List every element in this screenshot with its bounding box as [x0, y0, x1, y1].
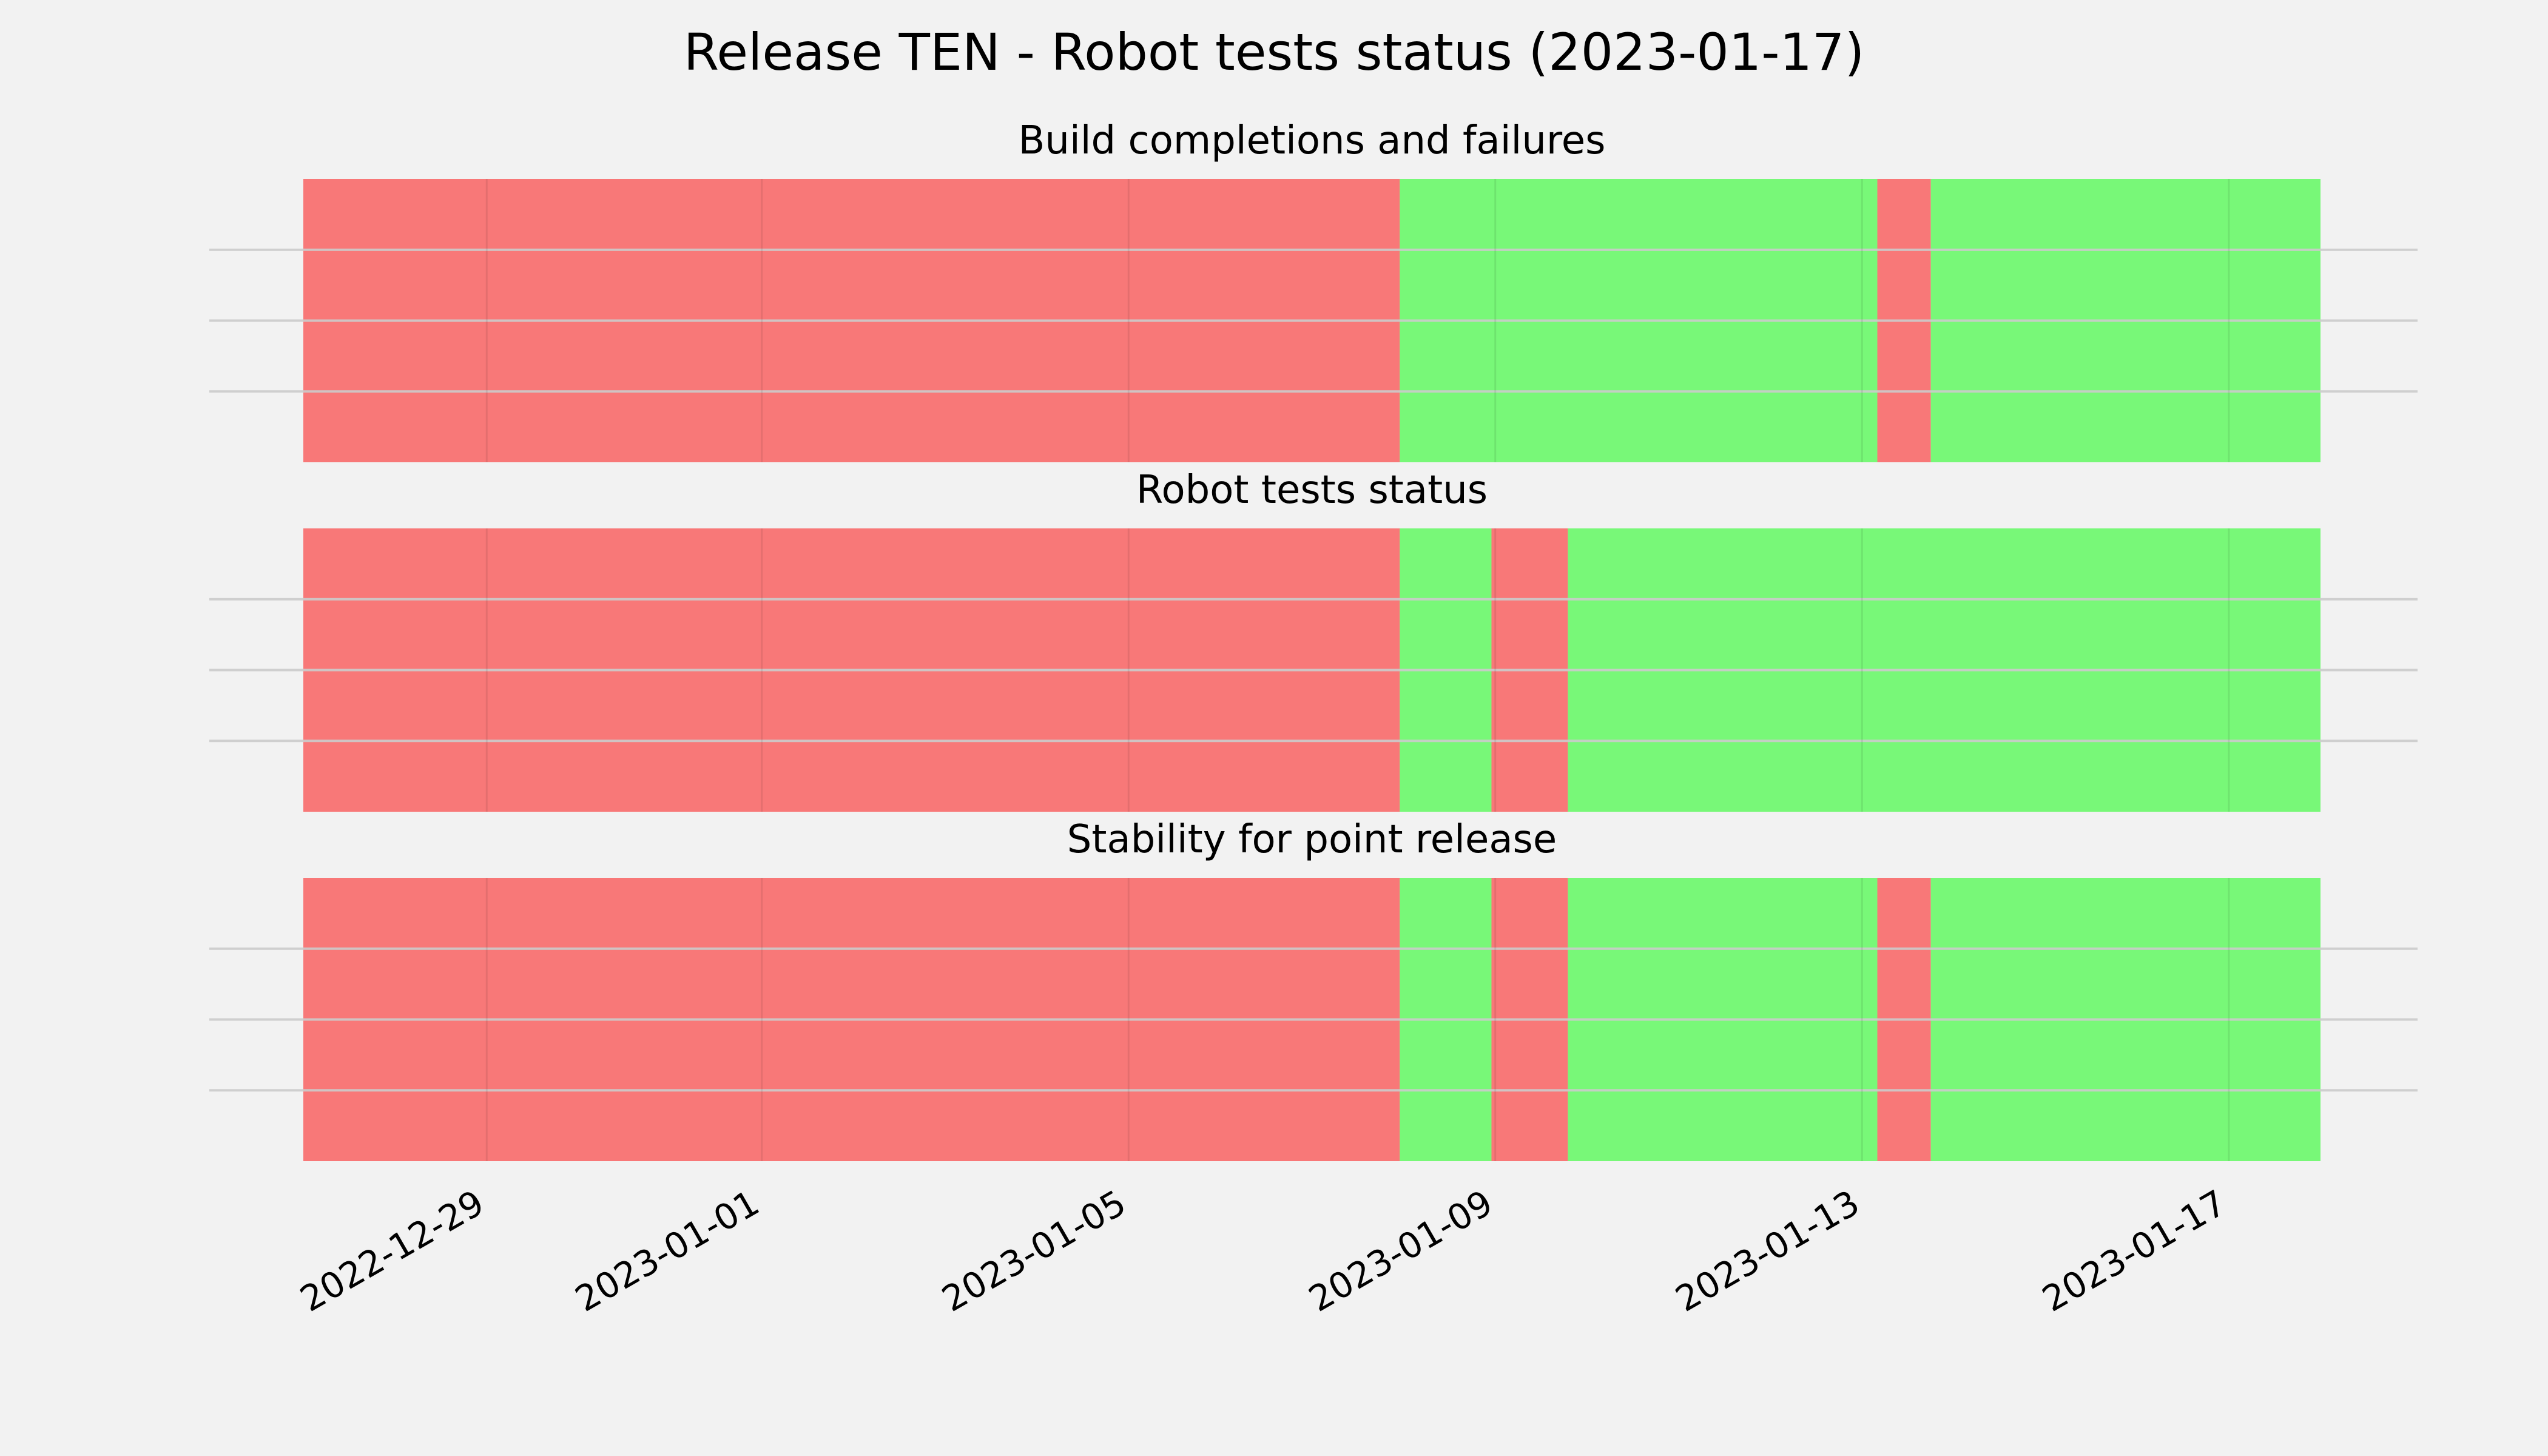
- panels: Build completions and failures Robot test…: [209, 118, 2418, 1161]
- chart-title: Release TEN - Robot tests status (2023-0…: [684, 22, 1864, 82]
- panel-3: Stability for point release: [209, 817, 2418, 1161]
- panel-title: Stability for point release: [1067, 817, 1557, 862]
- panel-1: Build completions and failures: [209, 118, 2418, 462]
- panel-title: Build completions and failures: [1019, 118, 1606, 163]
- panel-title: Robot tests status: [1136, 468, 1488, 513]
- panel-2: Robot tests status: [209, 468, 2418, 812]
